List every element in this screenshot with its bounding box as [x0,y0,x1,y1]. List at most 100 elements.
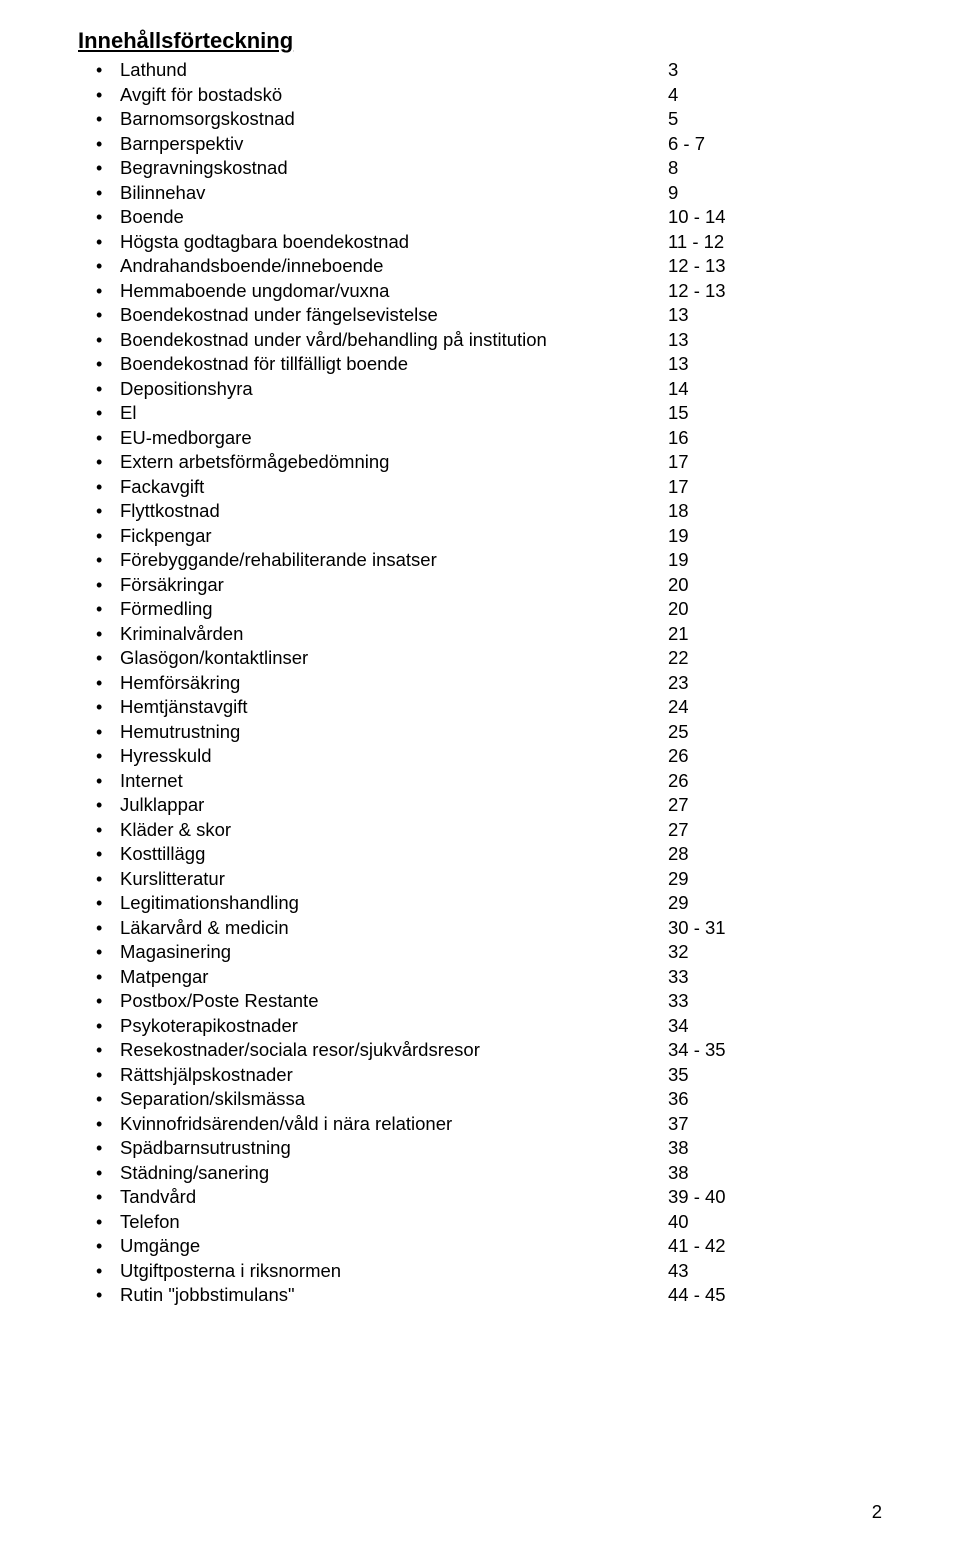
toc-item-label: Förmedling [120,597,213,622]
toc-item: El15 [78,401,882,426]
toc-item-page: 22 [668,646,689,671]
toc-item: Städning/sanering 38 [78,1161,882,1186]
toc-item-label: Hemutrustning [120,720,240,745]
toc-item-page: 34 [668,1014,689,1039]
toc-item-label: Högsta godtagbara boendekostnad [120,230,409,255]
toc-item-page: 17 [668,450,689,475]
toc-item-label: Fackavgift [120,475,204,500]
toc-item-page: 26 [668,769,689,794]
toc-item-page: 34 - 35 [668,1038,726,1063]
toc-item-page: 13 [668,303,689,328]
toc-item-label: Magasinering [120,940,231,965]
toc-item: Umgänge 41 - 42 [78,1234,882,1259]
toc-item-label: Kläder & skor [120,818,231,843]
toc-item: Bilinnehav 9 [78,181,882,206]
toc-item: Boendekostnad för tillfälligt boende13 [78,352,882,377]
page: Innehållsförteckning Lathund3Avgift för … [0,0,960,1543]
toc-item-label: Hemtjänstavgift [120,695,248,720]
toc-item: Psykoterapikostnader 34 [78,1014,882,1039]
toc-item-page: 36 [668,1087,689,1112]
toc-item-page: 21 [668,622,689,647]
toc-item-page: 12 - 13 [668,254,726,279]
toc-item-page: 29 [668,867,689,892]
toc-item-label: Lathund [120,58,187,83]
toc-item-page: 38 [668,1161,689,1186]
toc-item-label: Umgänge [120,1234,200,1259]
toc-item-label: Fickpengar [120,524,212,549]
toc-item-label: Kvinnofridsärenden/våld i nära relatione… [120,1112,452,1137]
toc-item-page: 19 [668,548,689,573]
toc-item: Hemtjänstavgift24 [78,695,882,720]
toc-item-label: Förebyggande/rehabiliterande insatser [120,548,437,573]
toc-item-label: Postbox/Poste Restante [120,989,318,1014]
toc-item-label: Hemmaboende ungdomar/vuxna [120,279,389,304]
toc-item: Postbox/Poste Restante33 [78,989,882,1014]
toc-item: Förmedling20 [78,597,882,622]
toc-item-page: 32 [668,940,689,965]
toc-item-label: Kriminalvården [120,622,243,647]
toc-item-label: Försäkringar [120,573,224,598]
toc-item-page: 14 [668,377,689,402]
toc-list: Lathund3Avgift för bostadskö4Barnomsorgs… [78,58,882,1308]
toc-item: Rutin "jobbstimulans" 44 - 45 [78,1283,882,1308]
toc-item-label: Rutin "jobbstimulans" [120,1283,295,1308]
toc-item: Separation/skilsmässa36 [78,1087,882,1112]
toc-item-page: 28 [668,842,689,867]
toc-item-page: 30 - 31 [668,916,726,941]
toc-item: Kosttillägg 28 [78,842,882,867]
toc-item-label: Spädbarnsutrustning [120,1136,291,1161]
toc-item-label: Matpengar [120,965,208,990]
toc-item: Andrahandsboende/inneboende12 - 13 [78,254,882,279]
toc-item-page: 12 - 13 [668,279,726,304]
toc-item-label: Kosttillägg [120,842,205,867]
toc-item-page: 11 - 12 [668,230,724,255]
toc-item-label: Psykoterapikostnader [120,1014,298,1039]
toc-item: Flyttkostnad 18 [78,499,882,524]
toc-item-page: 17 [668,475,689,500]
toc-item: Tandvård 39 - 40 [78,1185,882,1210]
toc-item-page: 18 [668,499,689,524]
toc-item: Julklappar27 [78,793,882,818]
toc-item-page: 3 [668,58,678,83]
toc-item: Begravningskostnad8 [78,156,882,181]
toc-item-label: Städning/sanering [120,1161,269,1186]
toc-item-label: Telefon [120,1210,180,1235]
toc-item: Försäkringar 20 [78,573,882,598]
toc-item-label: Resekostnader/sociala resor/sjukvårdsres… [120,1038,480,1063]
toc-item-page: 39 - 40 [668,1185,726,1210]
toc-item: Magasinering 32 [78,940,882,965]
toc-item-label: Depositionshyra [120,377,253,402]
toc-item-page: 27 [668,793,689,818]
toc-item-label: Tandvård [120,1185,196,1210]
toc-item: Kvinnofridsärenden/våld i nära relatione… [78,1112,882,1137]
toc-item-page: 25 [668,720,689,745]
toc-item-page: 4 [668,83,678,108]
toc-item: Kriminalvården 21 [78,622,882,647]
toc-item-page: 38 [668,1136,689,1161]
toc-item-label: Extern arbetsförmågebedömning [120,450,389,475]
toc-item: Läkarvård & medicin30 - 31 [78,916,882,941]
toc-item-page: 44 - 45 [668,1283,726,1308]
toc-item: Rättshjälpskostnader35 [78,1063,882,1088]
toc-item-page: 37 [668,1112,689,1137]
toc-item: Förebyggande/rehabiliterande insatser 19 [78,548,882,573]
toc-item-label: Bilinnehav [120,181,205,206]
toc-item-label: Hemförsäkring [120,671,240,696]
toc-item-page: 9 [668,181,678,206]
toc-item-label: Glasögon/kontaktlinser [120,646,308,671]
toc-item: Matpengar33 [78,965,882,990]
toc-item-label: Internet [120,769,183,794]
toc-item: Barnperspektiv6 - 7 [78,132,882,157]
toc-item: Avgift för bostadskö4 [78,83,882,108]
toc-item-label: Boendekostnad för tillfälligt boende [120,352,408,377]
toc-item: Legitimationshandling29 [78,891,882,916]
toc-item-label: Barnperspektiv [120,132,243,157]
toc-item-label: Utgiftposterna i riksnormen [120,1259,341,1284]
toc-item: Lathund 3 [78,58,882,83]
toc-item-page: 41 - 42 [668,1234,726,1259]
toc-item-label: Flyttkostnad [120,499,220,524]
toc-item: EU-medborgare16 [78,426,882,451]
page-number: 2 [872,1501,882,1523]
toc-item: Depositionshyra 14 [78,377,882,402]
toc-item-page: 20 [668,573,689,598]
